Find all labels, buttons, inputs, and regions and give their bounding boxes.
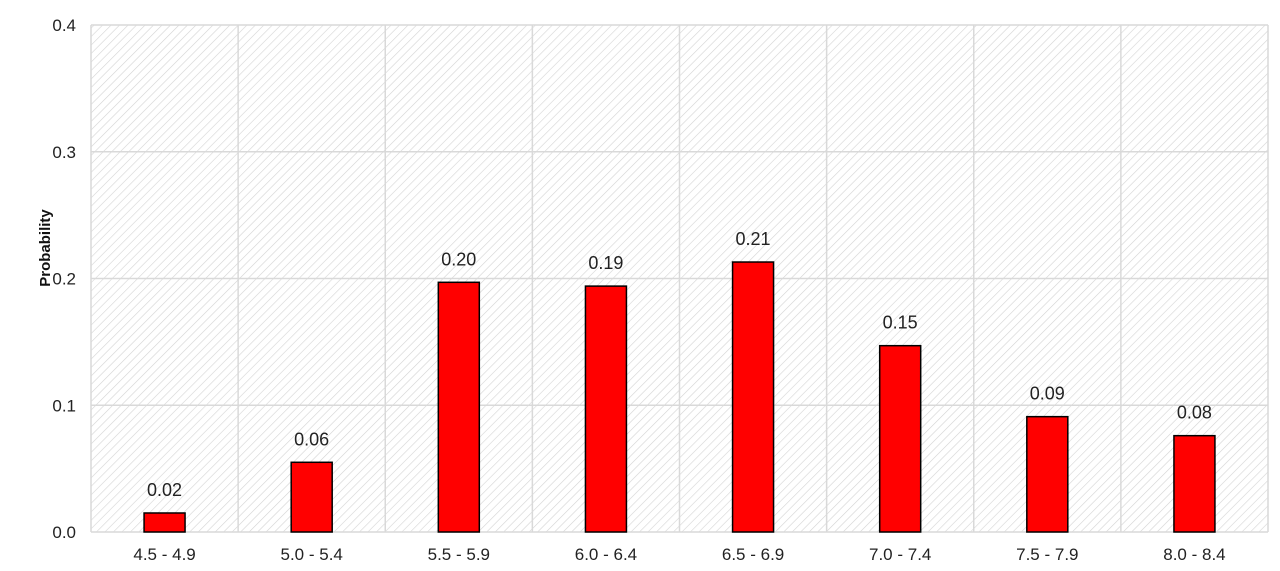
bar-6.5-6.9 (731, 261, 775, 533)
x-tick-label: 5.5 - 5.9 (428, 545, 490, 564)
x-tick-label: 5.0 - 5.4 (281, 545, 343, 564)
y-tick-label: 0.0 (52, 523, 76, 542)
y-axis-label: Probability (37, 209, 54, 287)
data-label: 0.02 (147, 480, 182, 500)
x-tick-label: 7.0 - 7.4 (869, 545, 931, 564)
data-label: 0.09 (1030, 384, 1065, 404)
bar-5.5-5.9 (437, 281, 481, 533)
data-labels: 0.02 0.06 0.20 0.19 0.21 0.15 0.09 0.08 (147, 229, 1212, 500)
x-tick-label: 7.5 - 7.9 (1016, 545, 1078, 564)
bar-4.5-4.9 (143, 512, 186, 533)
data-label: 0.20 (441, 249, 476, 269)
data-label: 0.21 (736, 229, 771, 249)
y-tick-label: 0.1 (52, 396, 76, 415)
x-tick-label: 8.0 - 8.4 (1163, 545, 1225, 564)
y-axis-ticks: 0.0 0.1 0.2 0.3 0.4 (52, 16, 76, 542)
bar-8.0-8.4 (1173, 434, 1216, 533)
x-tick-label: 6.0 - 6.4 (575, 545, 637, 564)
bar-5.0-5.4 (290, 461, 333, 533)
y-tick-label: 0.4 (52, 16, 76, 35)
y-tick-label: 0.3 (52, 143, 76, 162)
x-tick-label: 4.5 - 4.9 (133, 545, 195, 564)
x-tick-label: 6.5 - 6.9 (722, 545, 784, 564)
gridlines (90, 24, 1269, 533)
bar-7.5-7.9 (1026, 415, 1069, 533)
bar-6.0-6.4 (584, 285, 628, 533)
y-tick-label: 0.2 (52, 270, 76, 289)
data-label: 0.15 (883, 313, 918, 333)
data-label: 0.19 (588, 253, 623, 273)
data-label: 0.08 (1177, 403, 1212, 423)
bars (143, 261, 1216, 533)
bar-7.0-7.4 (878, 344, 922, 533)
x-axis-ticks: 4.5 - 4.9 5.0 - 5.4 5.5 - 5.9 6.0 - 6.4 6.5 … (133, 545, 1225, 564)
data-label: 0.06 (294, 429, 329, 449)
